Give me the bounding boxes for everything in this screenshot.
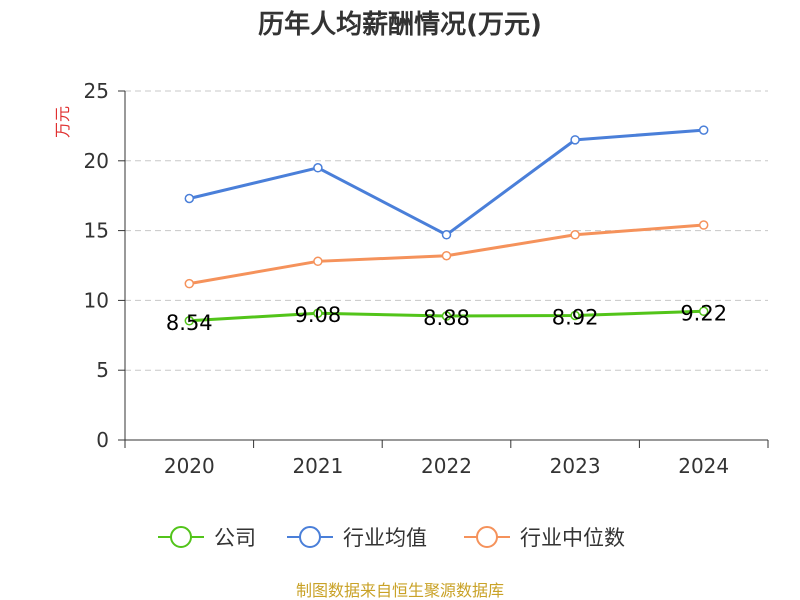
data-point <box>698 125 709 135</box>
axes <box>118 90 769 448</box>
y-tick-label: 15 <box>84 219 109 243</box>
data-point <box>184 316 195 326</box>
y-tick-label: 0 <box>96 428 109 452</box>
data-point <box>570 310 580 321</box>
data-point <box>441 250 452 261</box>
y-axis-label: 万元 <box>53 106 72 138</box>
data-point <box>184 278 195 289</box>
data-point <box>441 311 452 321</box>
legend-marker <box>170 526 192 548</box>
data-point <box>698 220 709 230</box>
x-tick-label: 2021 <box>292 454 343 478</box>
data-label: 9.08 <box>295 303 342 327</box>
data-point <box>441 230 452 240</box>
data-label: 8.54 <box>166 311 213 335</box>
legend-label: 公司 <box>214 526 256 550</box>
y-tick-label: 10 <box>84 288 109 312</box>
data-point <box>313 163 323 173</box>
source-note: 制图数据来自恒生聚源数据库 <box>296 581 504 600</box>
series-line-1 <box>188 128 704 237</box>
x-tick-labels: 2020 2021 2022 2023 2024 <box>164 454 729 478</box>
data-label: 9.22 <box>680 301 727 325</box>
data-point <box>570 135 580 145</box>
data-point <box>313 308 323 318</box>
legend-marker <box>476 526 498 548</box>
x-tick-label: 2023 <box>550 454 601 478</box>
legend: 公司 行业均值 行业中位数 <box>158 526 625 550</box>
series-lines <box>184 125 709 326</box>
y-tick-label: 5 <box>96 358 109 382</box>
data-label: 8.88 <box>423 306 470 330</box>
x-tick-label: 2022 <box>421 454 472 478</box>
data-point <box>313 256 323 267</box>
legend-label: 行业均值 <box>343 526 427 550</box>
legend-label: 行业中位数 <box>520 526 625 550</box>
data-point <box>184 193 195 204</box>
data-point <box>698 306 709 317</box>
legend-marker <box>299 526 321 548</box>
y-tick-label: 25 <box>84 79 109 103</box>
y-tick-label: 20 <box>84 149 109 173</box>
data-point <box>570 230 580 240</box>
x-tick-label: 2024 <box>678 454 729 478</box>
x-tick-label: 2020 <box>164 454 215 478</box>
data-labels: 8.54 9.08 8.88 8.92 9.22 <box>166 301 727 334</box>
chart-title: 历年人均薪酬情况(万元) <box>258 9 542 40</box>
data-label: 8.92 <box>552 305 599 329</box>
y-tick-labels: 0 5 10 15 20 25 <box>84 79 109 452</box>
